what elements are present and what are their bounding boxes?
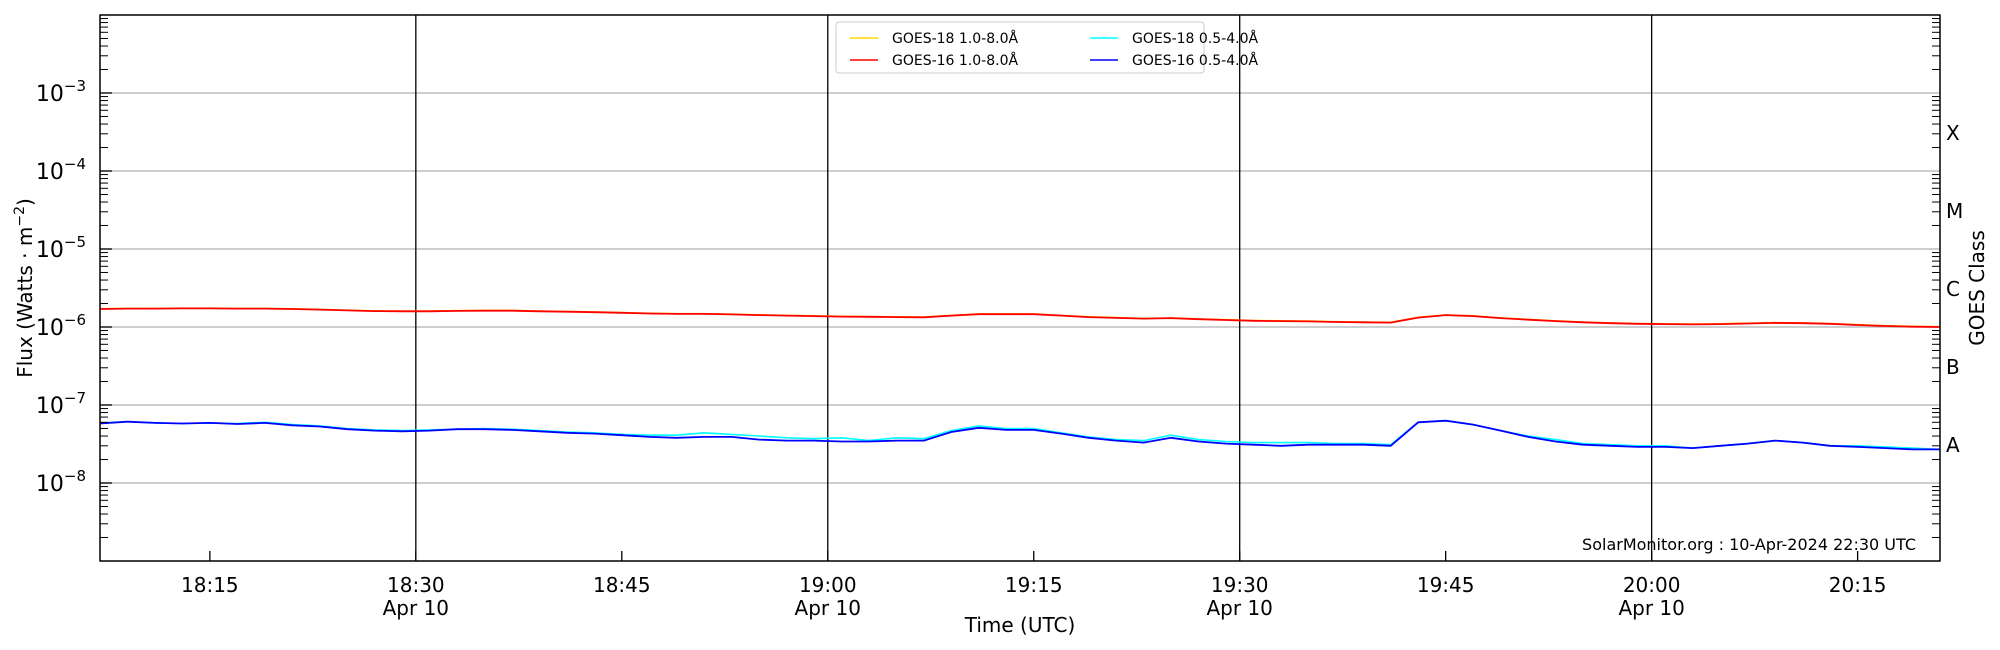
goes-class-m: M [1946, 199, 1963, 223]
y-axis-ticks: 10−3 10−4 10−5 10−6 10−7 10−8 [36, 18, 1940, 539]
watermark-annotation: SolarMonitor.org : 10-Apr-2024 22:30 UTC [1582, 535, 1916, 554]
x-tick-date-label: Apr 10 [1618, 596, 1684, 620]
y-tick-label: 10−3 [36, 77, 86, 107]
x-axis-label: Time (UTC) [964, 613, 1076, 637]
y-tick-label: 10−8 [36, 467, 86, 497]
x-tick-label: 20:00 [1623, 573, 1681, 597]
x-tick-date-label: Apr 10 [795, 596, 861, 620]
goes-class-b: B [1946, 355, 1960, 379]
plot-frame [99, 14, 1941, 562]
legend: GOES-18 1.0-8.0Å GOES-18 0.5-4.0Å GOES-16 … [835, 21, 1258, 74]
goes-class-c: C [1946, 277, 1960, 301]
x-tick-label: 20:15 [1829, 573, 1887, 597]
x-tick-label: 18:45 [593, 573, 651, 597]
x-tick-date-label: Apr 10 [1206, 596, 1272, 620]
grid-lines [100, 92, 1940, 484]
x-tick-date-label: Apr 10 [383, 596, 449, 620]
legend-label: GOES-18 1.0-8.0Å [892, 30, 1018, 47]
vertical-day-lines [415, 15, 1653, 561]
y-tick-label: 10−6 [36, 311, 86, 341]
x-tick-label: 18:30 [387, 573, 445, 597]
legend-label: GOES-16 1.0-8.0Å [892, 52, 1018, 69]
x-tick-label: 18:15 [181, 573, 239, 597]
y-tick-label: 10−7 [36, 389, 86, 419]
x-tick-label: 19:00 [799, 573, 857, 597]
series-line-2 [99, 307, 1941, 328]
x-tick-label: 19:15 [1005, 573, 1063, 597]
series-line-4 [99, 419, 1940, 451]
series-line-3 [99, 419, 1941, 451]
y-axis-label: Flux (Watts · m−2) [12, 198, 37, 378]
goes-class-x: X [1946, 121, 1960, 145]
x-tick-label: 19:30 [1211, 573, 1269, 597]
y-tick-label: 10−5 [36, 233, 86, 263]
legend-label: GOES-16 0.5-4.0Å [1132, 52, 1258, 69]
y2-axis-label: GOES Class [1965, 230, 1989, 346]
goes-class-labels: X M C B A [1946, 121, 1963, 457]
goes-class-a: A [1946, 433, 1960, 457]
legend-label: GOES-18 0.5-4.0Å [1132, 30, 1258, 47]
x-tick-label: 19:45 [1417, 573, 1475, 597]
series-lines [99, 307, 1941, 451]
y-tick-label: 10−4 [36, 155, 86, 185]
